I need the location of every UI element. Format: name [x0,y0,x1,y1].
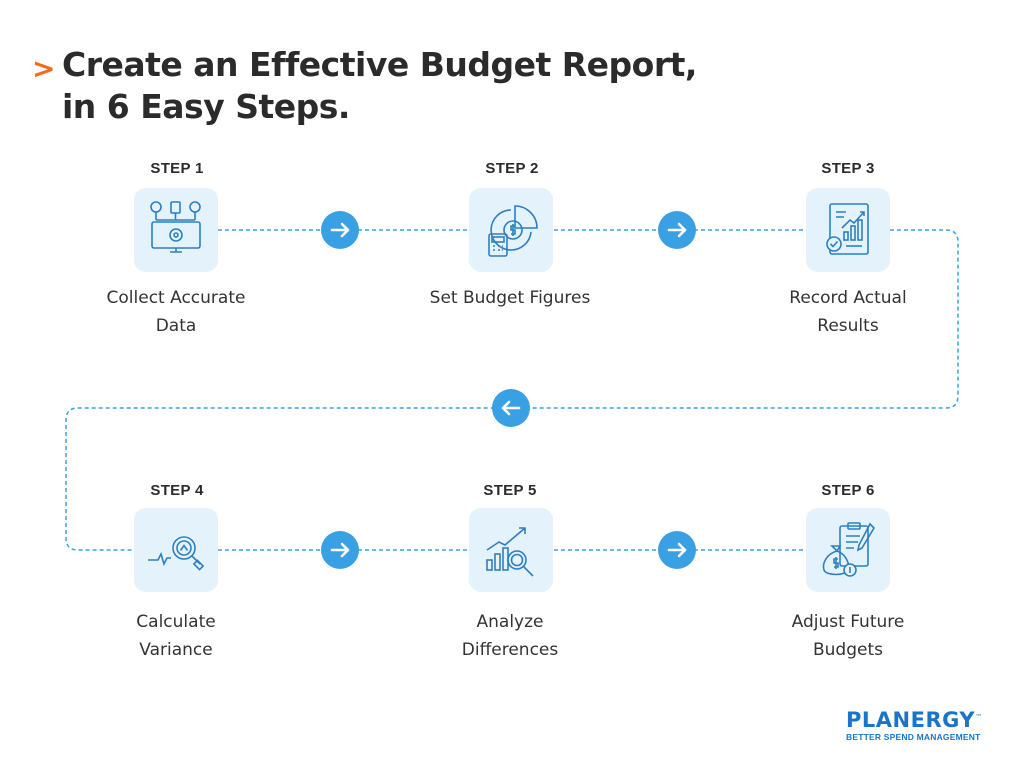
variance-magnifier-icon [148,536,205,571]
title-line-1: Create an Effective Budget Report, [62,45,697,84]
data-collection-monitor-icon [150,201,201,253]
brand-logo: PLANERGY™ BETTER SPEND MANAGEMENT [846,706,983,743]
step-5-label: STEP 5 [483,482,537,499]
step-1-name-line-1: Collect Accurate [106,288,246,308]
step-5-name-line-2: Differences [461,640,559,660]
step-3-name-line-2: Results [817,316,879,336]
step-1-icon-box [134,188,218,272]
step-2-label: STEP 2 [485,160,539,177]
step-3-name: Record Actual Results [748,284,948,340]
arrow-left-icon [501,400,521,416]
step-4-icon-box [134,508,218,592]
step-1-label: STEP 1 [150,160,204,177]
calculator-pie-chart-icon [488,205,538,257]
arrow-right-icon [667,222,687,238]
arrow-right-icon [667,542,687,558]
brand-tagline: BETTER SPEND MANAGEMENT [846,732,981,742]
step-6-name: Adjust Future Budgets [748,608,948,664]
step-4-name: Calculate Variance [76,608,276,664]
arrow-right-icon [330,222,350,238]
page-title: Create an Effective Budget Report, in 6 … [62,44,697,128]
step-3-label: STEP 3 [821,160,875,177]
connector-arrow-4 [321,531,359,569]
money-bag-clipboard-icon [822,522,876,577]
step-6-name-line-1: Adjust Future [791,612,905,632]
connector-arrow-1 [321,211,359,249]
brand-wordmark: PLANERGY™ [846,706,983,731]
step-4-label: STEP 4 [150,482,204,499]
step-5-icon-box [469,508,553,592]
step-5-name: Analyze Differences [410,608,610,664]
step-5-name-line-1: Analyze [476,612,544,632]
brand-trademark: ™ [975,713,983,721]
step-4-name-line-1: Calculate [136,612,216,632]
title-chevron-icon: > [32,52,56,85]
brand-name: PLANERGY [846,708,976,732]
step-2-name: Set Budget Figures [410,284,610,312]
step-4-name-line-2: Variance [139,640,213,660]
step-1-name: Collect Accurate Data [76,284,276,340]
step-3-icon-box [806,188,890,272]
step-1-name-line-2: Data [155,316,197,336]
step-6-label: STEP 6 [821,482,875,499]
step-2-name-line-1: Set Budget Figures [429,288,591,308]
connector-arrow-5 [658,531,696,569]
analysis-bar-chart-icon [486,527,534,577]
step-3-name-line-1: Record Actual [789,288,907,308]
step-2-icon-box [469,188,553,272]
report-document-icon [826,203,869,255]
arrow-right-icon [330,542,350,558]
step-6-name-line-2: Budgets [812,640,883,660]
title-line-2: in 6 Easy Steps. [62,87,350,126]
step-6-icon-box [806,508,890,592]
connector-arrow-3 [492,389,530,427]
connector-arrow-2 [658,211,696,249]
